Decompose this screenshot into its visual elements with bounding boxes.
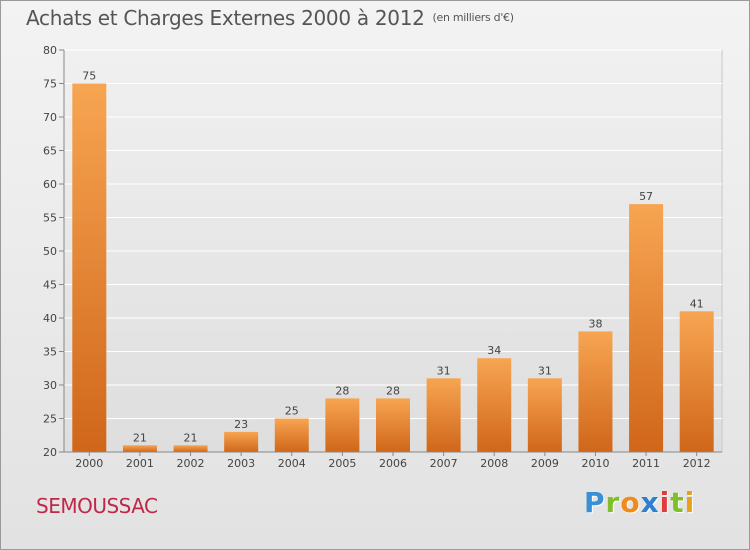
y-tick-label: 65 <box>43 145 57 158</box>
data-label: 21 <box>184 431 198 444</box>
logo-letter: r <box>605 486 621 519</box>
logo-letter: x <box>640 486 660 519</box>
y-tick-label: 70 <box>43 111 57 124</box>
data-label: 28 <box>335 384 349 397</box>
title-text: Achats et Charges Externes 2000 à 2012 <box>26 6 425 30</box>
logo-letter: t <box>670 486 685 519</box>
x-tick-label: 2009 <box>531 457 559 470</box>
x-tick-label: 2005 <box>328 457 356 470</box>
bar <box>72 83 107 452</box>
data-labels: 75 21 21 23 25 28 28 31 34 31 38 57 41 <box>82 70 703 445</box>
y-tick-label: 40 <box>43 312 57 325</box>
bar <box>376 398 410 452</box>
data-label: 28 <box>386 384 400 397</box>
bars <box>72 83 714 452</box>
bar <box>274 418 309 452</box>
data-label: 41 <box>690 297 704 310</box>
x-tick-label: 2007 <box>430 457 458 470</box>
data-label: 38 <box>588 317 602 330</box>
y-tick-label: 80 <box>43 44 57 57</box>
bar <box>426 378 461 452</box>
y-tick-label: 20 <box>43 446 57 459</box>
bar <box>224 431 259 452</box>
x-tick-label: 2004 <box>278 457 306 470</box>
y-tick-label: 60 <box>43 178 57 191</box>
data-label: 57 <box>639 190 653 203</box>
data-label: 25 <box>285 405 299 418</box>
x-tick-label: 2002 <box>177 457 205 470</box>
x-tick-label: 2001 <box>126 457 154 470</box>
proxiti-logo: Proxiti <box>584 486 695 519</box>
bar <box>578 331 613 452</box>
bar <box>679 311 714 452</box>
bar <box>629 204 664 452</box>
bar <box>173 445 208 452</box>
bar <box>325 398 360 452</box>
x-tick-label: 2008 <box>480 457 508 470</box>
chart-title: Achats et Charges Externes 2000 à 2012 (e… <box>26 6 514 30</box>
y-tick-label: 45 <box>43 279 57 292</box>
y-tick-label: 55 <box>43 212 57 225</box>
logo-letter: P <box>584 486 606 519</box>
logo-letter: o <box>620 486 641 519</box>
data-label: 34 <box>487 344 501 357</box>
bar <box>527 378 562 452</box>
data-label: 31 <box>437 364 451 377</box>
data-label: 75 <box>82 70 96 83</box>
y-tick-label: 25 <box>43 413 57 426</box>
logo-letter: i <box>684 486 696 519</box>
bar <box>122 445 157 452</box>
unit-note: (en milliers d'€) <box>432 11 514 24</box>
y-tick-label: 75 <box>43 78 57 91</box>
y-tick-label: 30 <box>43 379 57 392</box>
data-label: 21 <box>133 431 147 444</box>
x-tick-label: 2011 <box>632 457 660 470</box>
x-tick-label: 2006 <box>379 457 407 470</box>
y-tick-label: 35 <box>43 346 57 359</box>
commune-name: SEMOUSSAC <box>36 494 158 518</box>
x-tick-label: 2010 <box>581 457 609 470</box>
x-tick-label: 2000 <box>75 457 103 470</box>
bar <box>477 358 512 452</box>
axes: 20 25 30 35 40 45 50 55 60 65 70 75 80 2000 2001 2002 20… <box>43 44 722 470</box>
data-label: 31 <box>538 364 552 377</box>
x-tick-label: 2012 <box>683 457 711 470</box>
logo-letter: i <box>659 486 671 519</box>
y-tick-label: 50 <box>43 245 57 258</box>
x-tick-label: 2003 <box>227 457 255 470</box>
data-label: 23 <box>234 418 248 431</box>
